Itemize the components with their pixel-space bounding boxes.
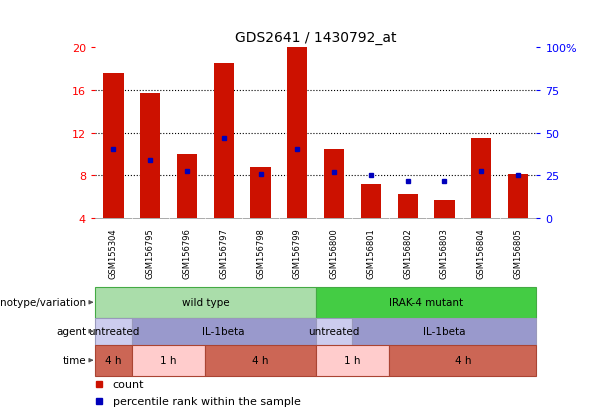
Text: GSM156795: GSM156795 <box>146 228 154 278</box>
Bar <box>214 64 234 219</box>
Bar <box>389 345 536 376</box>
Bar <box>205 345 316 376</box>
Bar <box>324 149 345 219</box>
Bar <box>95 287 316 318</box>
Text: GSM156803: GSM156803 <box>440 228 449 278</box>
Text: GSM156800: GSM156800 <box>330 228 338 278</box>
Bar <box>103 74 124 219</box>
Text: GSM156799: GSM156799 <box>293 228 302 278</box>
Text: genotype/variation: genotype/variation <box>0 297 86 308</box>
Bar <box>316 345 389 376</box>
Text: IL-1beta: IL-1beta <box>423 326 466 337</box>
Text: GSM156802: GSM156802 <box>403 228 412 278</box>
Text: 1 h: 1 h <box>345 355 360 366</box>
Text: count: count <box>113 379 144 389</box>
Bar <box>140 94 161 219</box>
Bar <box>471 138 492 219</box>
Text: GSM156797: GSM156797 <box>219 228 228 278</box>
Text: GSM156801: GSM156801 <box>367 228 375 278</box>
Bar <box>177 154 197 219</box>
Bar <box>287 47 308 219</box>
Bar <box>435 200 455 219</box>
Bar <box>316 287 536 318</box>
Text: IRAK-4 mutant: IRAK-4 mutant <box>389 297 463 308</box>
Text: GSM155304: GSM155304 <box>109 228 118 278</box>
Bar <box>251 168 271 219</box>
Text: GSM156796: GSM156796 <box>183 228 191 278</box>
Text: 4 h: 4 h <box>105 355 121 366</box>
Bar <box>95 345 132 376</box>
Bar <box>132 318 316 345</box>
Bar <box>508 175 528 219</box>
Bar <box>132 345 205 376</box>
Text: 4 h: 4 h <box>253 355 268 366</box>
Text: untreated: untreated <box>88 326 139 337</box>
Text: percentile rank within the sample: percentile rank within the sample <box>113 396 300 406</box>
Text: agent: agent <box>56 326 86 337</box>
Text: GSM156805: GSM156805 <box>514 228 522 278</box>
Bar <box>316 318 352 345</box>
Title: GDS2641 / 1430792_at: GDS2641 / 1430792_at <box>235 31 397 45</box>
Text: IL-1beta: IL-1beta <box>202 326 245 337</box>
Text: 4 h: 4 h <box>455 355 471 366</box>
Bar <box>95 318 132 345</box>
Text: time: time <box>63 355 86 366</box>
Text: 1 h: 1 h <box>161 355 177 366</box>
Bar <box>398 195 418 219</box>
Bar <box>352 318 536 345</box>
Text: untreated: untreated <box>308 326 360 337</box>
Text: GSM156798: GSM156798 <box>256 228 265 278</box>
Bar <box>361 184 381 219</box>
Text: wild type: wild type <box>181 297 229 308</box>
Text: GSM156804: GSM156804 <box>477 228 485 278</box>
